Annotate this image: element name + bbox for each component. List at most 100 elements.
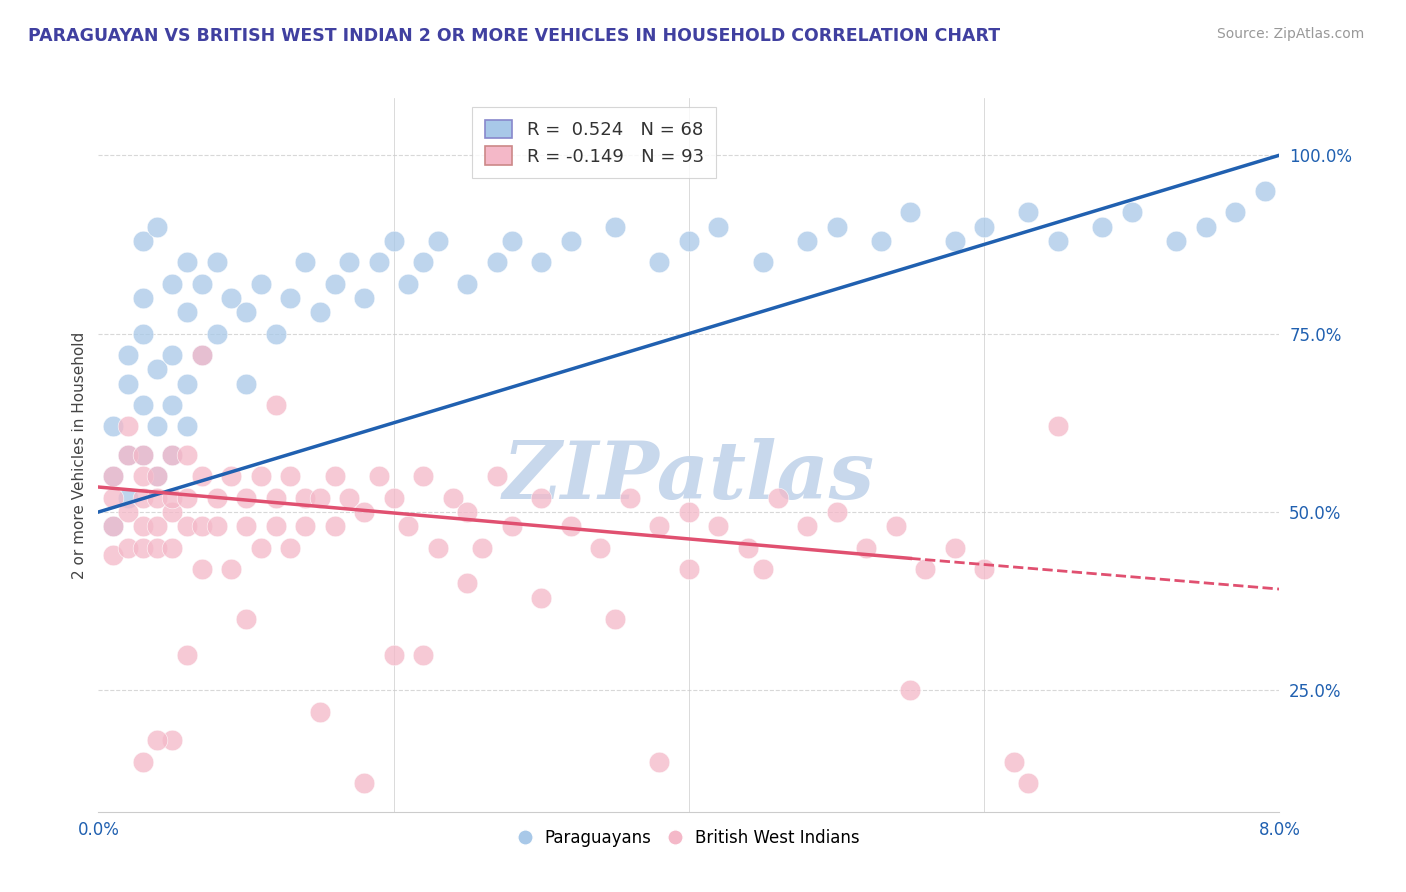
Point	[191, 348, 214, 362]
Point	[589, 541, 612, 555]
Point	[191, 519, 214, 533]
Point	[103, 519, 125, 533]
Point	[471, 541, 494, 555]
Point	[176, 648, 198, 662]
Point	[825, 505, 848, 519]
Point	[368, 255, 391, 269]
Point	[162, 448, 183, 462]
Point	[132, 448, 155, 462]
Point	[103, 519, 125, 533]
Point	[146, 469, 169, 483]
Point	[943, 234, 966, 248]
Point	[382, 648, 405, 662]
Point	[117, 541, 139, 555]
Point	[796, 519, 818, 533]
Point	[353, 776, 375, 790]
Point	[412, 648, 434, 662]
Point	[146, 419, 169, 434]
Point	[678, 505, 700, 519]
Point	[117, 448, 139, 462]
Point	[398, 519, 420, 533]
Point	[146, 519, 169, 533]
Point	[103, 548, 125, 562]
Point	[162, 733, 183, 747]
Text: PARAGUAYAN VS BRITISH WEST INDIAN 2 OR MORE VEHICLES IN HOUSEHOLD CORRELATION CH: PARAGUAYAN VS BRITISH WEST INDIAN 2 OR M…	[28, 27, 1000, 45]
Point	[162, 348, 183, 362]
Point	[117, 491, 139, 505]
Point	[648, 519, 671, 533]
Point	[309, 705, 332, 719]
Point	[162, 491, 183, 505]
Point	[441, 491, 464, 505]
Point	[294, 255, 316, 269]
Point	[280, 291, 302, 305]
Point	[235, 305, 257, 319]
Point	[1091, 219, 1114, 234]
Point	[560, 234, 582, 248]
Point	[235, 376, 257, 391]
Point	[707, 519, 730, 533]
Point	[501, 519, 523, 533]
Point	[766, 491, 789, 505]
Point	[870, 234, 893, 248]
Point	[457, 576, 479, 591]
Point	[323, 277, 346, 291]
Point	[235, 612, 257, 626]
Point	[900, 683, 922, 698]
Point	[162, 277, 183, 291]
Point	[264, 491, 287, 505]
Point	[205, 326, 228, 341]
Point	[132, 234, 155, 248]
Point	[132, 398, 155, 412]
Point	[176, 519, 198, 533]
Point	[309, 491, 332, 505]
Point	[1225, 205, 1247, 219]
Point	[382, 491, 405, 505]
Point	[648, 255, 671, 269]
Point	[486, 469, 509, 483]
Point	[117, 348, 139, 362]
Point	[191, 469, 214, 483]
Point	[486, 255, 509, 269]
Point	[501, 234, 523, 248]
Point	[309, 305, 332, 319]
Point	[530, 491, 553, 505]
Point	[707, 219, 730, 234]
Point	[221, 291, 243, 305]
Point	[973, 562, 995, 576]
Point	[884, 519, 907, 533]
Point	[648, 755, 671, 769]
Point	[412, 255, 434, 269]
Point	[176, 376, 198, 391]
Point	[1254, 184, 1277, 198]
Point	[353, 505, 375, 519]
Point	[1121, 205, 1143, 219]
Point	[294, 519, 316, 533]
Point	[205, 255, 228, 269]
Point	[162, 505, 183, 519]
Point	[250, 277, 273, 291]
Point	[678, 234, 700, 248]
Point	[146, 491, 169, 505]
Point	[457, 277, 479, 291]
Point	[1046, 234, 1070, 248]
Point	[412, 469, 434, 483]
Point	[382, 234, 405, 248]
Point	[427, 234, 450, 248]
Point	[264, 326, 287, 341]
Point	[132, 469, 155, 483]
Point	[176, 419, 198, 434]
Point	[132, 519, 155, 533]
Point	[914, 562, 936, 576]
Point	[250, 469, 273, 483]
Point	[162, 398, 183, 412]
Point	[280, 541, 302, 555]
Point	[825, 219, 848, 234]
Point	[132, 541, 155, 555]
Point	[191, 562, 214, 576]
Point	[855, 541, 877, 555]
Point	[132, 491, 155, 505]
Point	[146, 219, 169, 234]
Point	[176, 255, 198, 269]
Point	[235, 519, 257, 533]
